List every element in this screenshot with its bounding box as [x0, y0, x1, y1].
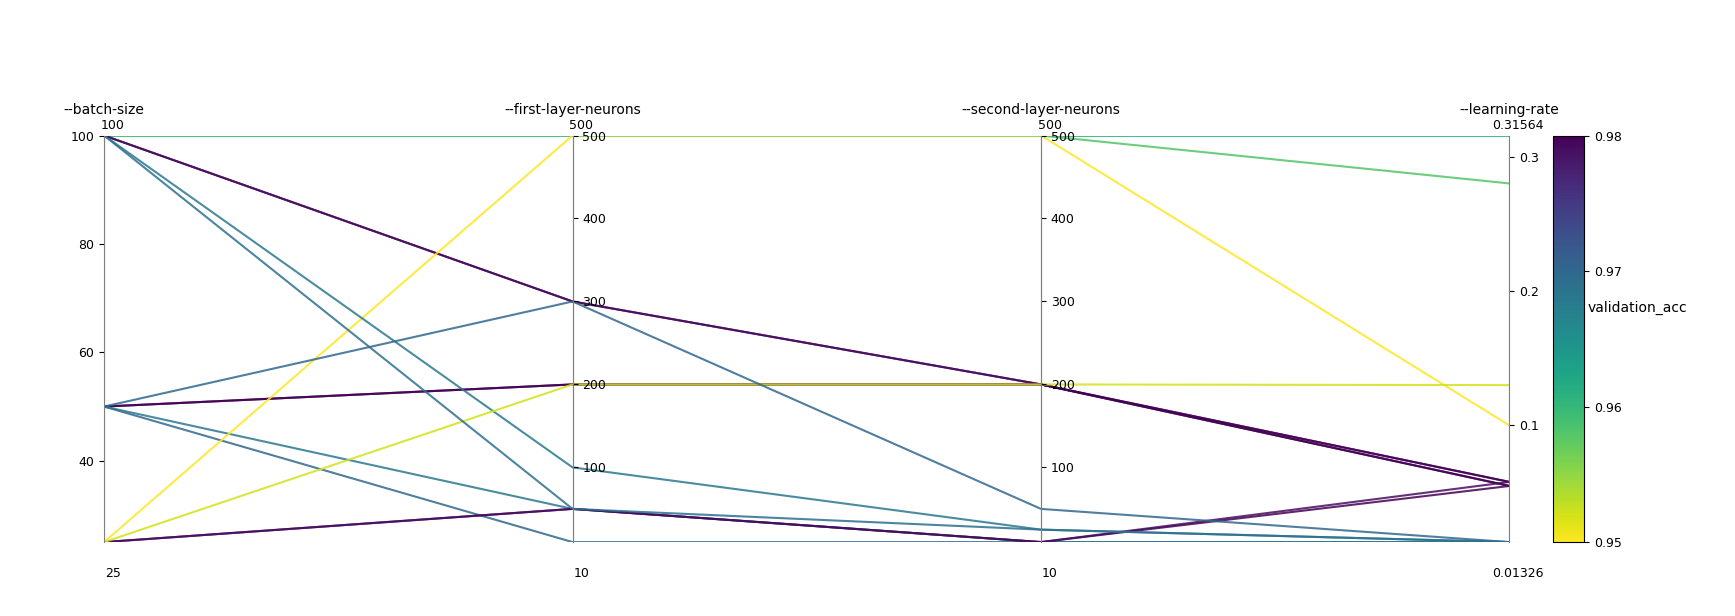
Text: 0.01326: 0.01326 [1492, 567, 1544, 580]
Text: 100: 100 [101, 120, 125, 132]
Text: 10: 10 [1041, 567, 1058, 580]
Text: --batch-size: --batch-size [64, 103, 144, 117]
Text: validation_acc: validation_acc [1588, 301, 1686, 315]
Text: 25: 25 [104, 567, 121, 580]
Text: 500: 500 [1038, 120, 1062, 132]
Text: 0.31564: 0.31564 [1492, 120, 1544, 132]
Text: --second-layer-neurons: --second-layer-neurons [961, 103, 1121, 117]
Text: 500: 500 [569, 120, 593, 132]
Text: --learning-rate: --learning-rate [1459, 103, 1560, 117]
Text: --first-layer-neurons: --first-layer-neurons [505, 103, 640, 117]
Text: 10: 10 [573, 567, 590, 580]
